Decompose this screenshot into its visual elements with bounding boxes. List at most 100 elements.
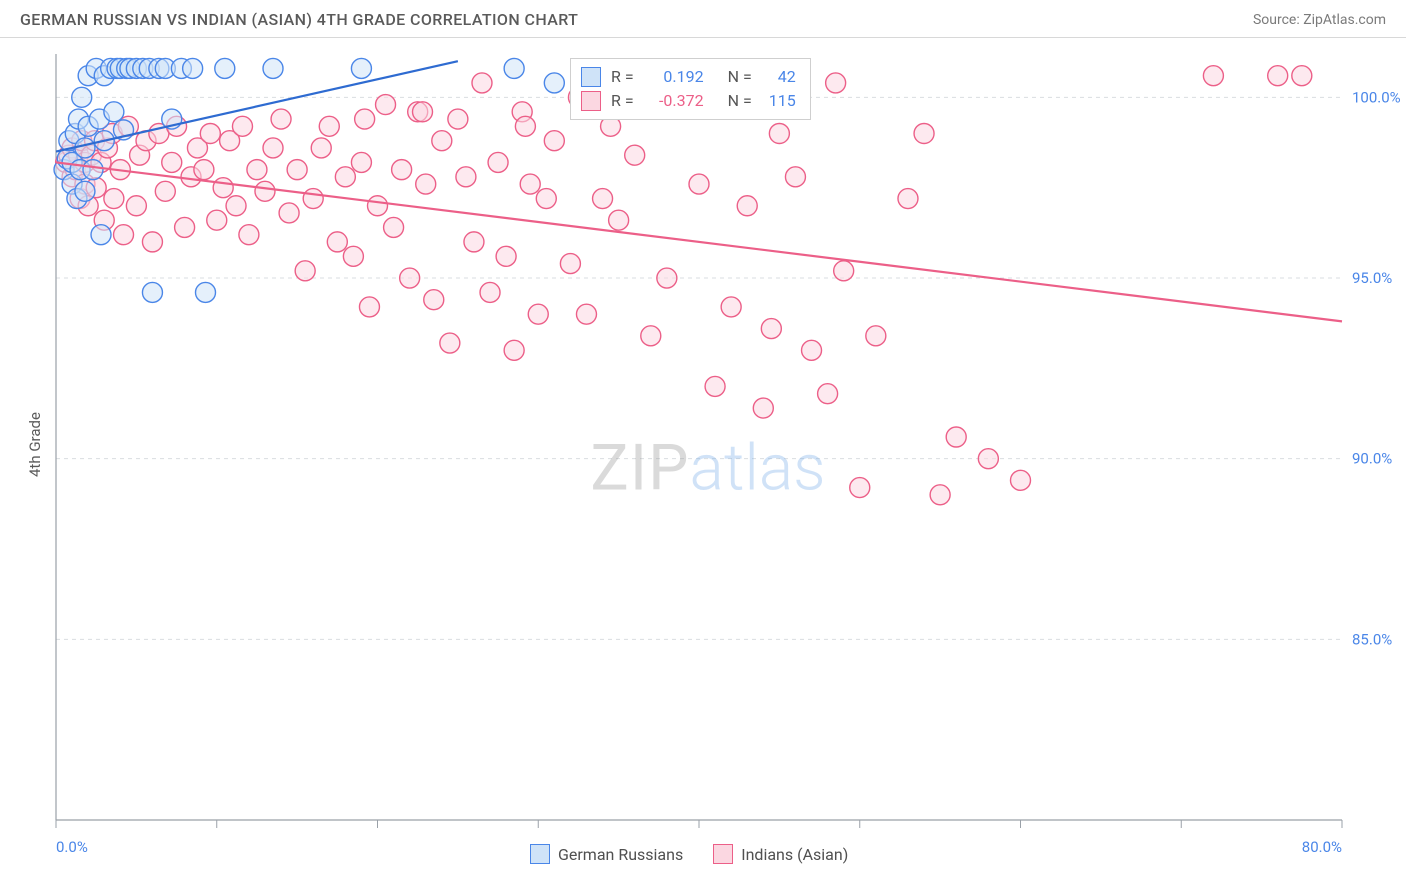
scatter-point bbox=[195, 282, 215, 302]
scatter-point bbox=[464, 232, 484, 252]
chart-source: Source: ZipAtlas.com bbox=[1253, 12, 1386, 28]
scatter-point bbox=[496, 246, 516, 266]
scatter-point bbox=[898, 189, 918, 209]
scatter-point bbox=[72, 87, 92, 107]
scatter-point bbox=[416, 174, 436, 194]
legend-row: R =0.192N =42 bbox=[581, 65, 796, 89]
scatter-point bbox=[785, 167, 805, 187]
scatter-point bbox=[657, 268, 677, 288]
scatter-point bbox=[104, 189, 124, 209]
scatter-point bbox=[769, 123, 789, 143]
scatter-point bbox=[440, 333, 460, 353]
scatter-point bbox=[213, 178, 233, 198]
legend-swatch bbox=[530, 844, 550, 864]
scatter-point bbox=[392, 160, 412, 180]
scatter-point bbox=[384, 217, 404, 237]
scatter-point bbox=[978, 449, 998, 469]
scatter-point bbox=[91, 225, 111, 245]
legend-swatch bbox=[713, 844, 733, 864]
scatter-point bbox=[504, 58, 524, 78]
scatter-point bbox=[866, 326, 886, 346]
scatter-point bbox=[255, 181, 275, 201]
scatter-point bbox=[544, 73, 564, 93]
scatter-point bbox=[263, 58, 283, 78]
scatter-point bbox=[689, 174, 709, 194]
scatter-point bbox=[761, 319, 781, 339]
scatter-point bbox=[930, 485, 950, 505]
scatter-point bbox=[207, 210, 227, 230]
scatter-point bbox=[448, 109, 468, 129]
svg-text:85.0%: 85.0% bbox=[1352, 630, 1392, 648]
scatter-point bbox=[355, 109, 375, 129]
scatter-point bbox=[319, 116, 339, 136]
scatter-point bbox=[413, 102, 433, 122]
scatter-point bbox=[295, 261, 315, 281]
scatter-point bbox=[1011, 470, 1031, 490]
scatter-point bbox=[376, 95, 396, 115]
svg-text:0.0%: 0.0% bbox=[56, 838, 88, 856]
scatter-point bbox=[818, 384, 838, 404]
scatter-point bbox=[335, 167, 355, 187]
scatter-point bbox=[609, 210, 629, 230]
legend-swatch bbox=[581, 67, 601, 87]
scatter-point bbox=[593, 189, 613, 209]
scatter-point bbox=[826, 73, 846, 93]
y-axis-label: 4th Grade bbox=[26, 412, 44, 477]
chart-area: 85.0%90.0%95.0%100.0%0.0%80.0% ZIPatlas … bbox=[10, 44, 1406, 892]
scatter-point bbox=[515, 116, 535, 136]
scatter-point bbox=[641, 326, 661, 346]
scatter-point bbox=[914, 123, 934, 143]
scatter-point bbox=[226, 196, 246, 216]
scatter-point bbox=[303, 189, 323, 209]
scatter-point bbox=[142, 282, 162, 302]
scatter-point bbox=[528, 304, 548, 324]
legend-swatch bbox=[581, 91, 601, 111]
scatter-point bbox=[544, 131, 564, 151]
scatter-point bbox=[359, 297, 379, 317]
series-legend-item: Indians (Asian) bbox=[713, 844, 848, 864]
scatter-point bbox=[834, 261, 854, 281]
scatter-point bbox=[946, 427, 966, 447]
scatter-point bbox=[311, 138, 331, 158]
scatter-point bbox=[194, 160, 214, 180]
scatter-point bbox=[183, 58, 203, 78]
scatter-point bbox=[83, 160, 103, 180]
scatter-point bbox=[126, 196, 146, 216]
scatter-point bbox=[114, 225, 134, 245]
scatter-point bbox=[232, 116, 252, 136]
scatter-point bbox=[351, 152, 371, 172]
scatter-point bbox=[155, 181, 175, 201]
scatter-point bbox=[104, 102, 124, 122]
scatter-point bbox=[802, 340, 822, 360]
scatter-point bbox=[271, 109, 291, 129]
scatter-point bbox=[472, 73, 492, 93]
scatter-point bbox=[625, 145, 645, 165]
scatter-point bbox=[753, 398, 773, 418]
scatter-point bbox=[327, 232, 347, 252]
scatter-point bbox=[480, 282, 500, 302]
scatter-point bbox=[368, 196, 388, 216]
scatter-point bbox=[520, 174, 540, 194]
chart-header: GERMAN RUSSIAN VS INDIAN (ASIAN) 4TH GRA… bbox=[0, 0, 1406, 38]
svg-text:80.0%: 80.0% bbox=[1302, 838, 1342, 856]
legend-row: R =-0.372N =115 bbox=[581, 89, 796, 113]
scatter-point bbox=[1268, 66, 1288, 86]
scatter-point bbox=[263, 138, 283, 158]
scatter-point bbox=[351, 58, 371, 78]
scatter-point bbox=[162, 152, 182, 172]
correlation-legend: R =0.192N =42R =-0.372N =115 bbox=[570, 58, 811, 120]
scatter-point bbox=[287, 160, 307, 180]
scatter-point bbox=[343, 246, 363, 266]
series-legend-item: German Russians bbox=[530, 844, 683, 864]
svg-text:95.0%: 95.0% bbox=[1352, 269, 1392, 287]
scatter-point bbox=[175, 217, 195, 237]
scatter-point bbox=[488, 152, 508, 172]
scatter-point bbox=[850, 478, 870, 498]
scatter-point bbox=[536, 189, 556, 209]
scatter-point bbox=[504, 340, 524, 360]
scatter-point bbox=[424, 290, 444, 310]
scatter-point bbox=[1292, 66, 1312, 86]
scatter-chart-svg: 85.0%90.0%95.0%100.0%0.0%80.0% bbox=[10, 44, 1406, 892]
scatter-point bbox=[432, 131, 452, 151]
series-legend: German Russians Indians (Asian) bbox=[530, 844, 848, 864]
